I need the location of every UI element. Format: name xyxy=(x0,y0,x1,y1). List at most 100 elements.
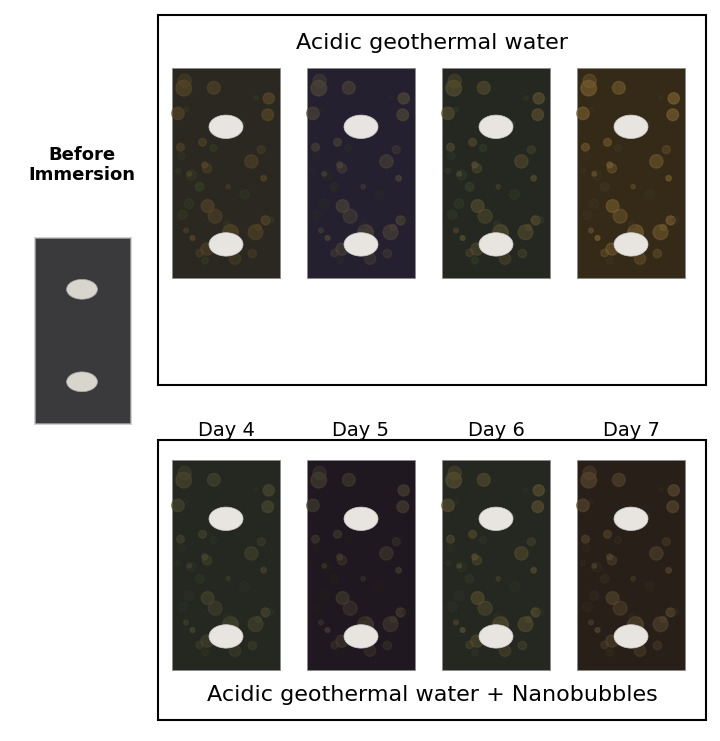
Circle shape xyxy=(202,162,207,167)
Circle shape xyxy=(201,243,213,255)
Circle shape xyxy=(219,508,225,514)
Circle shape xyxy=(322,564,326,568)
Circle shape xyxy=(441,107,454,119)
Circle shape xyxy=(592,170,601,180)
Circle shape xyxy=(313,466,326,479)
Circle shape xyxy=(331,249,338,256)
Circle shape xyxy=(178,210,187,219)
Circle shape xyxy=(176,143,184,151)
Circle shape xyxy=(201,635,213,647)
Circle shape xyxy=(448,544,455,551)
Circle shape xyxy=(226,185,230,189)
Circle shape xyxy=(325,236,330,240)
Circle shape xyxy=(615,144,621,151)
Circle shape xyxy=(234,524,238,528)
Circle shape xyxy=(398,93,409,104)
Circle shape xyxy=(606,243,618,255)
FancyBboxPatch shape xyxy=(577,460,685,670)
Circle shape xyxy=(171,499,184,511)
Circle shape xyxy=(634,645,646,657)
Text: Before
Immersion: Before Immersion xyxy=(29,145,135,185)
Circle shape xyxy=(608,164,616,173)
Circle shape xyxy=(446,80,462,96)
Circle shape xyxy=(472,649,479,656)
Circle shape xyxy=(531,608,540,617)
Circle shape xyxy=(533,485,544,496)
Circle shape xyxy=(333,531,341,538)
Circle shape xyxy=(176,535,184,543)
Ellipse shape xyxy=(209,625,243,648)
Circle shape xyxy=(354,508,360,514)
Circle shape xyxy=(337,257,343,264)
Circle shape xyxy=(245,155,258,168)
Circle shape xyxy=(592,564,596,568)
Circle shape xyxy=(645,582,654,591)
Circle shape xyxy=(261,176,266,181)
Circle shape xyxy=(456,170,467,180)
Circle shape xyxy=(489,508,495,514)
Circle shape xyxy=(472,554,477,559)
Circle shape xyxy=(634,253,646,265)
Circle shape xyxy=(330,574,339,583)
Circle shape xyxy=(195,182,204,191)
Circle shape xyxy=(364,253,376,265)
Ellipse shape xyxy=(479,115,513,139)
Circle shape xyxy=(375,582,384,591)
Circle shape xyxy=(454,107,459,112)
Circle shape xyxy=(673,217,679,223)
Circle shape xyxy=(397,109,408,121)
Circle shape xyxy=(383,225,398,239)
Circle shape xyxy=(495,524,500,529)
Circle shape xyxy=(523,96,528,101)
Circle shape xyxy=(190,236,195,240)
Circle shape xyxy=(307,107,319,119)
Circle shape xyxy=(454,591,464,600)
Circle shape xyxy=(525,225,531,230)
Circle shape xyxy=(592,172,596,176)
Circle shape xyxy=(454,620,458,625)
Circle shape xyxy=(489,116,495,122)
Circle shape xyxy=(178,602,187,611)
Circle shape xyxy=(263,93,274,104)
Circle shape xyxy=(345,536,351,544)
Circle shape xyxy=(448,74,462,87)
Circle shape xyxy=(589,591,599,600)
Circle shape xyxy=(667,501,678,513)
Circle shape xyxy=(527,146,535,153)
Circle shape xyxy=(589,499,593,504)
Circle shape xyxy=(465,574,474,583)
Circle shape xyxy=(600,182,609,191)
Circle shape xyxy=(653,642,662,650)
Circle shape xyxy=(615,536,621,544)
Circle shape xyxy=(494,221,500,228)
Circle shape xyxy=(603,139,611,146)
Circle shape xyxy=(336,199,349,213)
Circle shape xyxy=(504,524,508,528)
Circle shape xyxy=(668,485,679,496)
Bar xyxy=(34,236,130,424)
Circle shape xyxy=(645,190,654,199)
Circle shape xyxy=(624,116,630,122)
Circle shape xyxy=(337,649,343,656)
Circle shape xyxy=(531,568,536,573)
Circle shape xyxy=(255,225,261,230)
Circle shape xyxy=(515,155,528,168)
Circle shape xyxy=(257,538,265,545)
Circle shape xyxy=(601,249,608,256)
Circle shape xyxy=(345,144,351,151)
Circle shape xyxy=(460,628,465,632)
Circle shape xyxy=(606,199,619,213)
Circle shape xyxy=(457,564,462,568)
Circle shape xyxy=(666,568,671,573)
Text: Day 6: Day 6 xyxy=(467,420,524,439)
Circle shape xyxy=(202,164,212,173)
Circle shape xyxy=(233,629,240,637)
Circle shape xyxy=(262,501,274,513)
Circle shape xyxy=(649,155,663,168)
Circle shape xyxy=(448,466,462,479)
Circle shape xyxy=(240,122,245,125)
Ellipse shape xyxy=(479,233,513,256)
Text: Acidic geothermal water + Nanobubbles: Acidic geothermal water + Nanobubbles xyxy=(207,685,657,705)
Ellipse shape xyxy=(66,279,97,299)
Ellipse shape xyxy=(614,625,648,648)
